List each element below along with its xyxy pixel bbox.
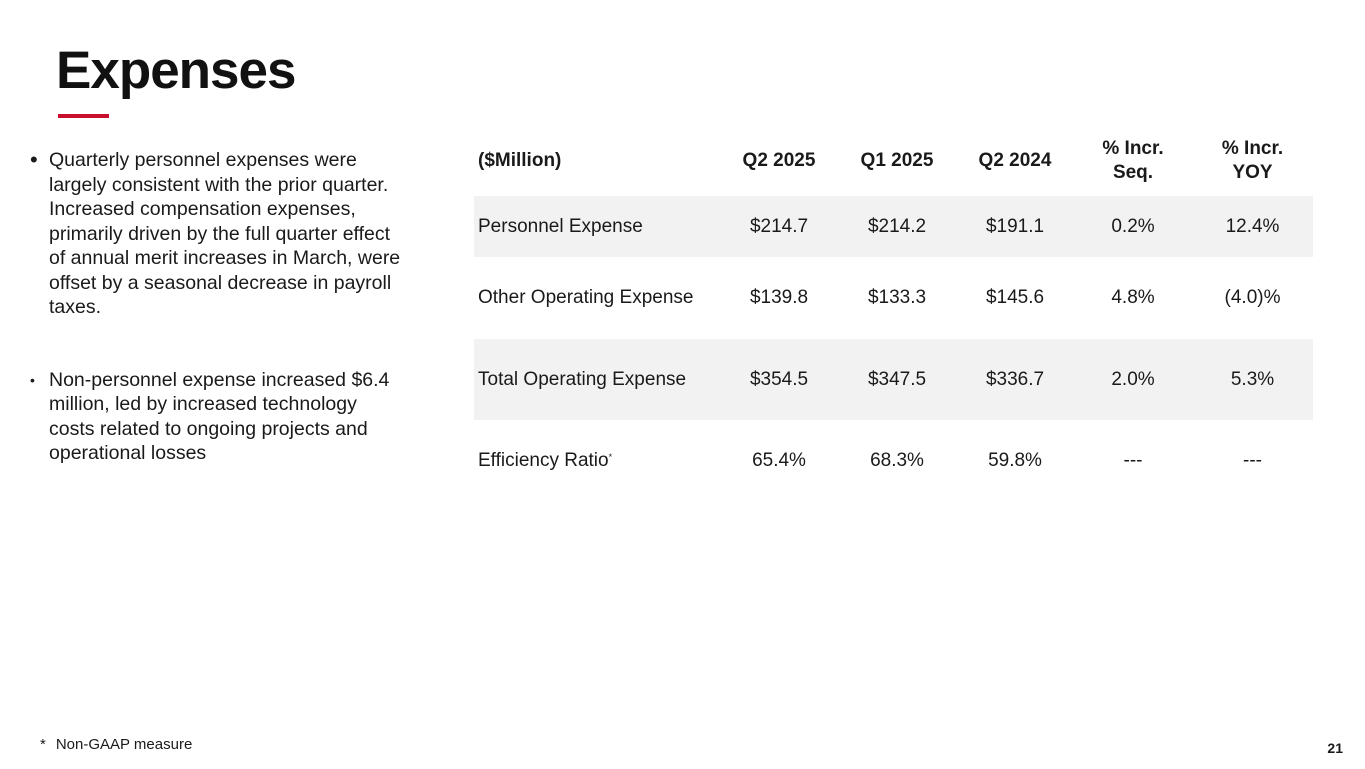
column-header-line: % Incr.: [1221, 138, 1284, 159]
expenses-table: ($Million) Q2 2025 Q1 2025 Q2 2024 % Inc…: [474, 126, 1313, 501]
non-gaap-marker: *: [608, 451, 613, 462]
table-cell: 59.8%: [988, 449, 1042, 471]
table-cell: (4.0)%: [1224, 287, 1281, 308]
table-header-row: ($Million) Q2 2025 Q1 2025 Q2 2024 % Inc…: [474, 126, 1313, 196]
table-cell: $354.5: [720, 339, 838, 420]
title-accent-bar: [58, 114, 109, 118]
table-cell: $214.2: [838, 196, 956, 257]
column-header: % Incr. Seq.: [1074, 126, 1192, 196]
table-row: Other Operating Expense $139.8 $133.3 $1…: [474, 257, 1313, 339]
footnote-text: Non-GAAP measure: [55, 736, 193, 753]
table-cell: $191.1: [956, 196, 1074, 257]
bullet-text: Non-personnel expense increased $6.4 mil…: [49, 368, 390, 465]
row-label: Personnel Expense: [474, 196, 720, 257]
bullet-icon: •: [30, 147, 38, 172]
table-cell: 0.2%: [1074, 196, 1192, 257]
column-header: Q2 2025: [742, 150, 816, 171]
table-cell: 12.4%: [1192, 196, 1313, 257]
table-cell: ---: [1243, 449, 1262, 471]
column-header: % Incr. YOY: [1192, 126, 1313, 196]
table-row: Personnel Expense $214.7 $214.2 $191.1 0…: [474, 196, 1313, 257]
row-label: Total Operating Expense: [474, 339, 720, 420]
table-cell: 65.4%: [752, 449, 806, 471]
table-cell: 2.0%: [1074, 339, 1192, 420]
column-header-line: Seq.: [1112, 162, 1154, 183]
row-label-cell: Efficiency Ratio*: [474, 420, 720, 501]
table-cell: $145.6: [985, 287, 1045, 308]
column-header: ($Million): [478, 150, 562, 171]
page-number: 21: [1327, 740, 1343, 756]
footnote-marker: *: [40, 736, 46, 753]
table-cell: $347.5: [838, 339, 956, 420]
table-cell: ---: [1123, 449, 1143, 471]
table-cell: $133.3: [867, 287, 927, 308]
footnote: * Non-GAAP measure: [40, 736, 192, 753]
column-header: Q1 2025: [860, 150, 934, 171]
table-cell: 4.8%: [1111, 287, 1155, 308]
table-cell: 5.3%: [1192, 339, 1313, 420]
row-label: Efficiency Ratio: [478, 449, 609, 471]
table-cell: 68.3%: [870, 449, 924, 471]
bullet-list: • Quarterly personnel expenses were larg…: [30, 147, 405, 466]
table-cell: $214.7: [720, 196, 838, 257]
bullet-icon: •: [30, 371, 35, 388]
table-cell: $139.8: [749, 287, 809, 308]
bullet-item: • Quarterly personnel expenses were larg…: [30, 147, 405, 320]
slide-title: Expenses: [56, 41, 296, 100]
column-header-line: % Incr.: [1102, 138, 1164, 159]
table-row: Efficiency Ratio* 65.4% 68.3% 59.8% --- …: [474, 420, 1313, 501]
row-label: Other Operating Expense: [478, 287, 694, 308]
bullet-item: • Non-personnel expense increased $6.4 m…: [30, 368, 405, 466]
column-header: Q2 2024: [978, 150, 1052, 171]
bullet-text: Quarterly personnel expenses were largel…: [49, 149, 401, 318]
table-row: Total Operating Expense $354.5 $347.5 $3…: [474, 339, 1313, 420]
column-header-line: YOY: [1232, 162, 1273, 183]
table-cell: $336.7: [956, 339, 1074, 420]
